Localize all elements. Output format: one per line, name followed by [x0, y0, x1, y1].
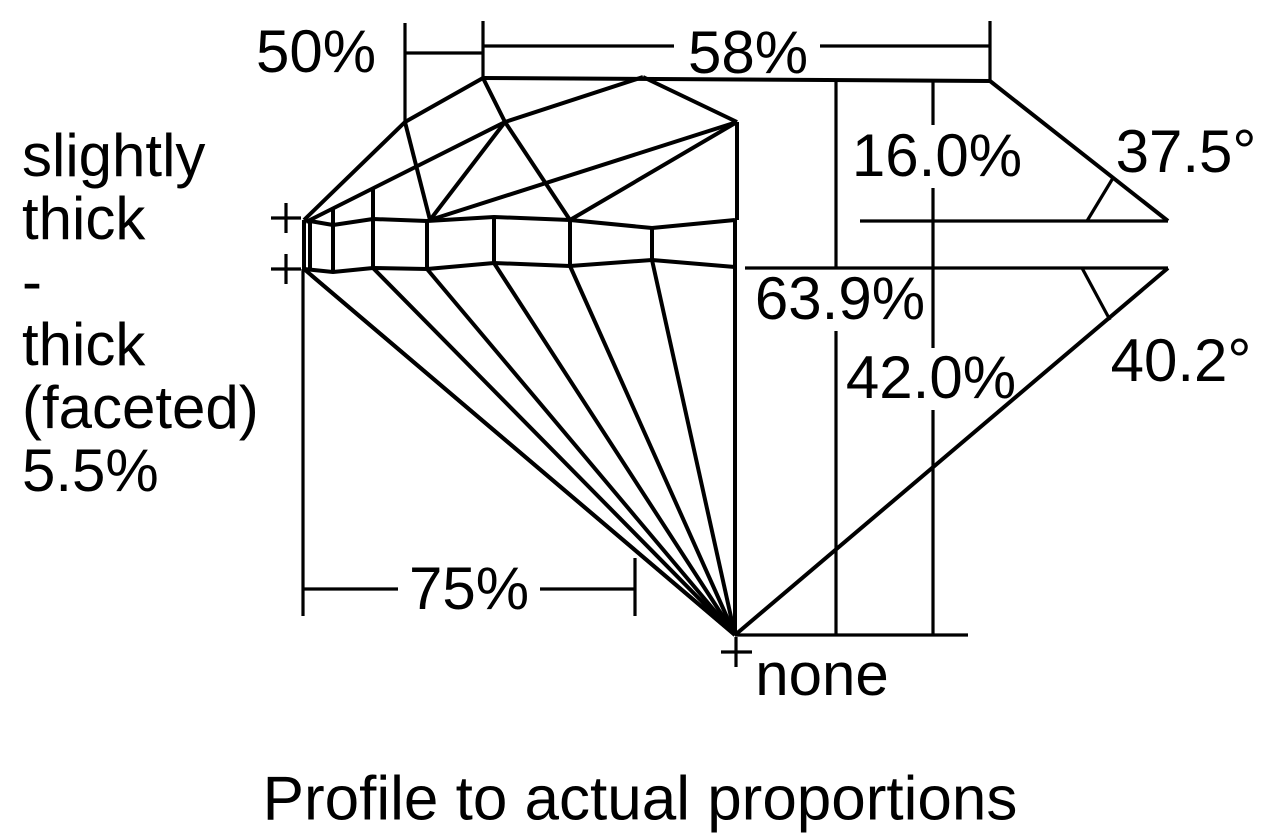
- pavilion-depth-label: 42.0%: [845, 344, 1017, 411]
- pavilion-facets: [302, 259, 1170, 637]
- lower-girdle-length-label: 75%: [408, 555, 530, 622]
- girdle-description-line: thick: [22, 185, 146, 252]
- girdle-top-edge: [303, 215, 736, 230]
- crown-slope-right: [988, 79, 1170, 223]
- culet-label: none: [755, 641, 889, 708]
- crown-silhouette-left: [302, 76, 484, 222]
- crown-angle-label: 37.5°: [1115, 118, 1257, 185]
- dimension-lines: [301, 21, 1168, 637]
- table-width-label: 58%: [687, 19, 809, 86]
- culet-tick-mark: [721, 637, 752, 667]
- total-depth-label: 63.9%: [754, 265, 926, 332]
- diagram-caption: Profile to actual proportions: [262, 764, 1018, 834]
- girdle-tick-marks: [271, 203, 301, 284]
- crown-height-label: 16.0%: [851, 122, 1023, 189]
- pavilion-slope-right: [733, 266, 1170, 637]
- crown-angle-tick: [1085, 177, 1115, 222]
- girdle-band: [302, 215, 737, 274]
- star-length-label: 50%: [255, 18, 377, 85]
- girdle-description-line: slightly: [22, 122, 206, 189]
- girdle-description-line: thick: [22, 311, 146, 378]
- crown-facets: [302, 75, 1170, 225]
- pavilion-angle-tick: [1080, 267, 1112, 321]
- girdle-description-line: -: [22, 248, 42, 315]
- pavilion-angle-label: 40.2°: [1110, 327, 1252, 394]
- girdle-description-line: 5.5%: [22, 437, 159, 504]
- girdle-description-line: (faceted): [22, 374, 259, 441]
- table-edge: [482, 76, 991, 83]
- girdle-description: slightly thick - thick (faceted) 5.5%: [22, 124, 259, 502]
- girdle-bottom-edge: [303, 258, 736, 274]
